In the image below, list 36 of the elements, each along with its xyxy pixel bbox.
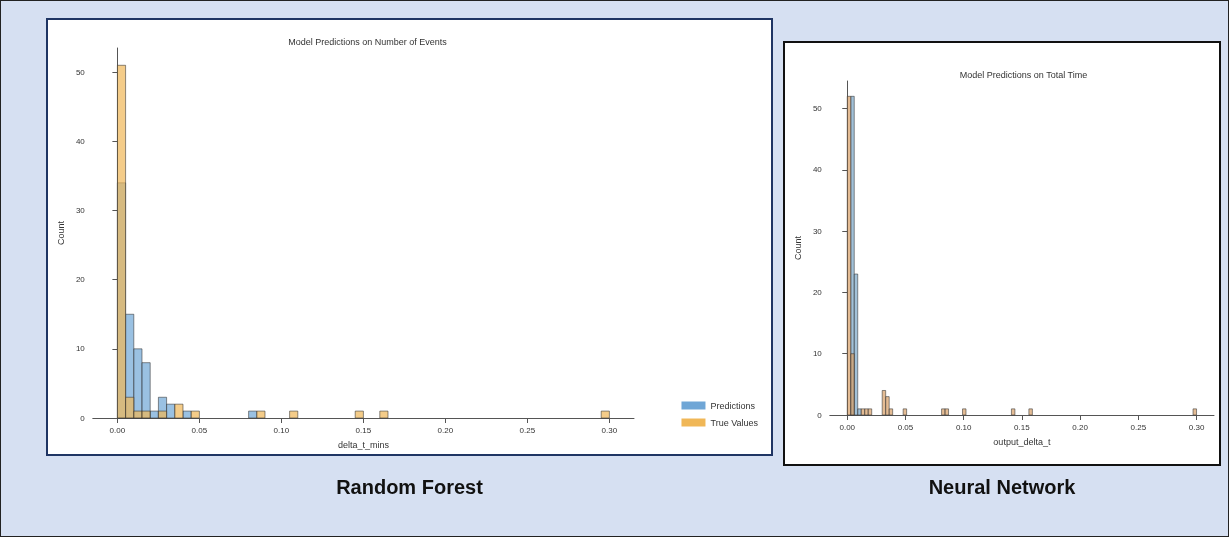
x-tick-label: 0.30 xyxy=(1188,422,1205,432)
text: Random Forest xyxy=(335,476,484,499)
y-tick-label: 30 xyxy=(75,206,86,216)
y-tick-label: 40 xyxy=(812,165,823,175)
legend-label: True Values xyxy=(710,417,759,428)
x-tick-label: 0.10 xyxy=(955,422,973,432)
x-tick-label: 0.05 xyxy=(191,425,208,435)
chart-title: Model Predictions on Total Time xyxy=(959,69,1088,80)
legend-label: Predictions xyxy=(710,400,756,411)
y-tick-label: 20 xyxy=(75,275,86,285)
text: Neural Network xyxy=(927,476,1077,499)
x-tick-label: 0.20 xyxy=(437,425,454,435)
x-axis-title: delta_t_mins xyxy=(337,439,390,450)
y-axis-title: Count xyxy=(55,220,66,246)
x-tick-label: 0.30 xyxy=(601,425,618,435)
x-axis-title: output_delta_t xyxy=(993,436,1051,447)
x-tick-label: 0.15 xyxy=(355,425,372,435)
y-tick-label: 10 xyxy=(75,344,86,354)
y-tick-label: 30 xyxy=(812,226,823,236)
y-tick-label: 10 xyxy=(812,349,823,359)
y-tick-label: 50 xyxy=(75,67,86,77)
chart-title: Model Predictions on Number of Events xyxy=(288,36,448,47)
x-tick-label: 0.00 xyxy=(839,422,856,432)
x-tick-label: 0.00 xyxy=(109,425,126,435)
x-tick-label: 0.20 xyxy=(1072,422,1089,432)
y-tick-label: 0 xyxy=(80,413,86,423)
y-tick-label: 20 xyxy=(812,287,823,297)
x-tick-label: 0.25 xyxy=(1130,422,1147,432)
y-tick-label: 50 xyxy=(812,104,823,114)
x-tick-label: 0.25 xyxy=(519,425,536,435)
x-tick-label: 0.10 xyxy=(273,425,290,435)
x-tick-label: 0.05 xyxy=(897,422,914,432)
y-axis-title: Count xyxy=(792,235,803,261)
y-tick-label: 40 xyxy=(75,136,86,146)
x-tick-label: 0.15 xyxy=(1014,422,1031,432)
y-tick-label: 0 xyxy=(817,410,823,420)
